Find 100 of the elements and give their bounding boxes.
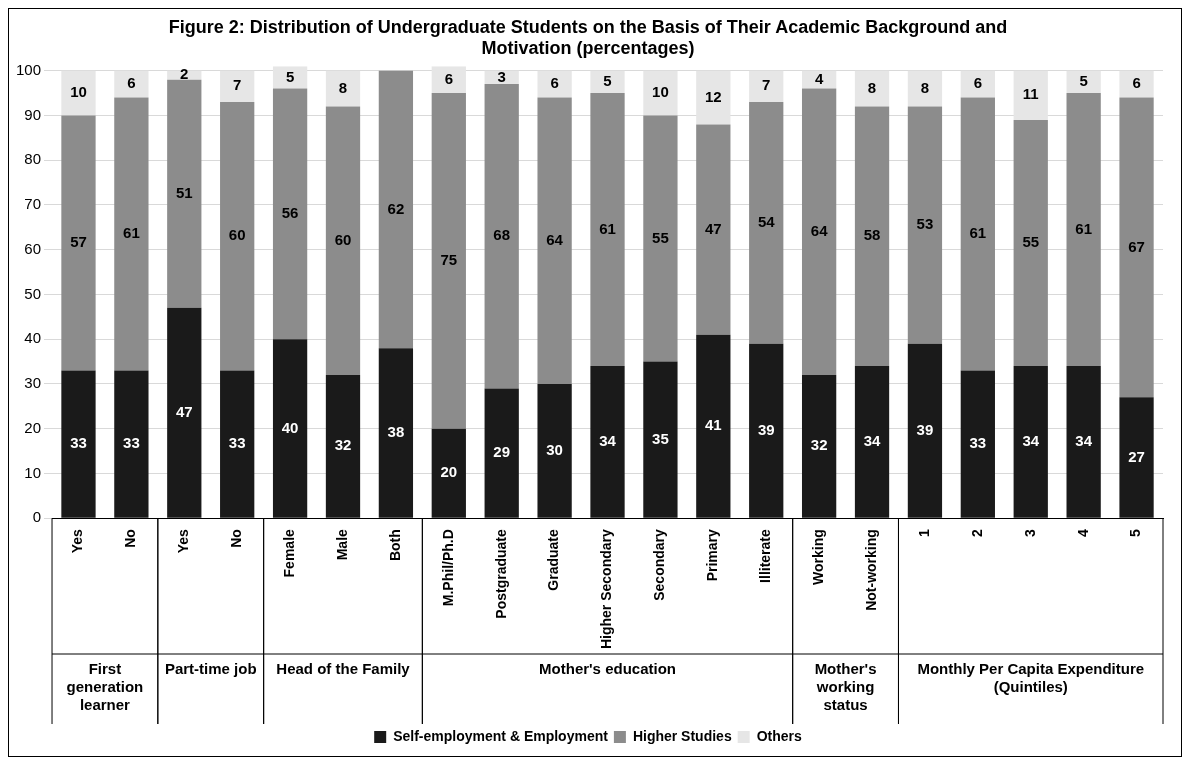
data-label: 33: [228, 434, 246, 452]
text: Monthly Per Capita Expenditure (Quintiles): [917, 659, 1145, 695]
data-label: 32: [810, 436, 828, 454]
bar: [960, 370, 995, 518]
data-label: 39: [757, 420, 775, 438]
data-label: 8: [338, 78, 348, 96]
bar: [220, 102, 255, 371]
data-label: 30: [546, 440, 563, 458]
data-label: 39: [916, 420, 934, 438]
data-label: 54: [757, 212, 776, 230]
bar: [854, 106, 890, 367]
bar: [854, 366, 890, 518]
x-tick-label: 5: [1127, 528, 1144, 537]
bar: [696, 70, 731, 125]
data-label: 64: [810, 221, 829, 239]
data-label: 34: [863, 432, 882, 449]
bar: [484, 388, 519, 518]
text: Mother's education: [539, 659, 676, 677]
bar: [220, 370, 255, 518]
data-label: 34: [599, 432, 617, 449]
bar: [1066, 93, 1101, 367]
bar: [960, 97, 995, 371]
bar: [854, 70, 890, 107]
data-label: 61: [969, 224, 987, 242]
bar: [167, 307, 202, 518]
x-tick-label: Graduate: [545, 528, 562, 591]
y-tick-label: 20: [24, 418, 42, 436]
text: Head of the Family: [276, 659, 411, 677]
data-label: 38: [387, 423, 405, 441]
x-tick-label: Working: [809, 529, 826, 585]
data-label: 5: [603, 72, 612, 89]
data-label: 58: [863, 226, 881, 244]
bar: [801, 374, 837, 518]
data-label: 7: [233, 76, 242, 94]
data-label: 67: [1128, 237, 1145, 255]
bar: [1066, 366, 1101, 518]
x-tick-label: Both: [386, 529, 403, 562]
y-tick-label: 80: [24, 150, 42, 168]
bar: [801, 88, 837, 375]
bar: [907, 106, 943, 344]
data-label: 29: [493, 443, 511, 461]
bar: [484, 84, 519, 389]
data-label: 8: [867, 78, 877, 96]
bar: [907, 343, 943, 518]
bar: [537, 70, 572, 98]
bar: [114, 370, 149, 518]
data-label: 7: [762, 76, 771, 94]
legend-label: Higher Studies: [632, 727, 732, 744]
y-tick-label: 0: [32, 508, 42, 526]
data-label: 27: [1128, 447, 1145, 465]
bar: [537, 97, 572, 384]
bar: [907, 70, 943, 107]
y-tick-label: 40: [24, 329, 42, 347]
bar: [960, 70, 995, 98]
bar: [696, 124, 731, 335]
bar: [537, 383, 572, 518]
bar: [1013, 366, 1048, 518]
bar: [801, 70, 837, 89]
data-label: 33: [123, 434, 140, 452]
bar: [590, 70, 625, 94]
data-label: 53: [916, 215, 934, 233]
y-tick-label: 60: [24, 239, 42, 257]
bar: [749, 102, 784, 344]
bar: [325, 106, 361, 375]
data-label: 6: [973, 74, 983, 92]
x-tick-label: Illiterate: [757, 528, 774, 583]
data-label: 55: [1022, 233, 1040, 251]
bar: [749, 70, 784, 102]
data-label: 35: [652, 429, 669, 447]
data-label: 68: [493, 226, 511, 244]
bar: [114, 97, 149, 371]
x-tick-label: 4: [1074, 528, 1091, 537]
data-label: 34: [1022, 432, 1040, 449]
bar: [643, 361, 678, 518]
y-tick-label: 10: [24, 463, 42, 481]
x-tick-label: Postgraduate: [492, 528, 509, 619]
bar: [378, 348, 414, 518]
data-label: 3: [497, 67, 506, 85]
data-label: 55: [652, 228, 669, 246]
data-label: 51: [175, 183, 193, 201]
data-label: 6: [550, 74, 559, 92]
data-label: 10: [70, 83, 87, 101]
bar: [325, 374, 361, 518]
x-tick-label: Primary: [704, 528, 721, 582]
y-tick-label: 100: [16, 60, 42, 78]
data-label: 5: [285, 67, 295, 85]
bar: [749, 343, 784, 518]
bar: [325, 70, 361, 107]
data-label: 61: [1075, 219, 1092, 237]
bar: [1013, 70, 1048, 120]
bar: [1119, 397, 1154, 518]
bar: [590, 93, 625, 367]
bar: [1013, 119, 1048, 367]
data-label: 47: [704, 219, 722, 237]
text: Mother's working status: [814, 659, 877, 713]
x-tick-label: Secondary: [651, 528, 668, 601]
data-label: 10: [652, 83, 669, 101]
bar: [272, 339, 308, 518]
data-label: 64: [546, 230, 564, 248]
data-label: 2: [180, 65, 189, 83]
